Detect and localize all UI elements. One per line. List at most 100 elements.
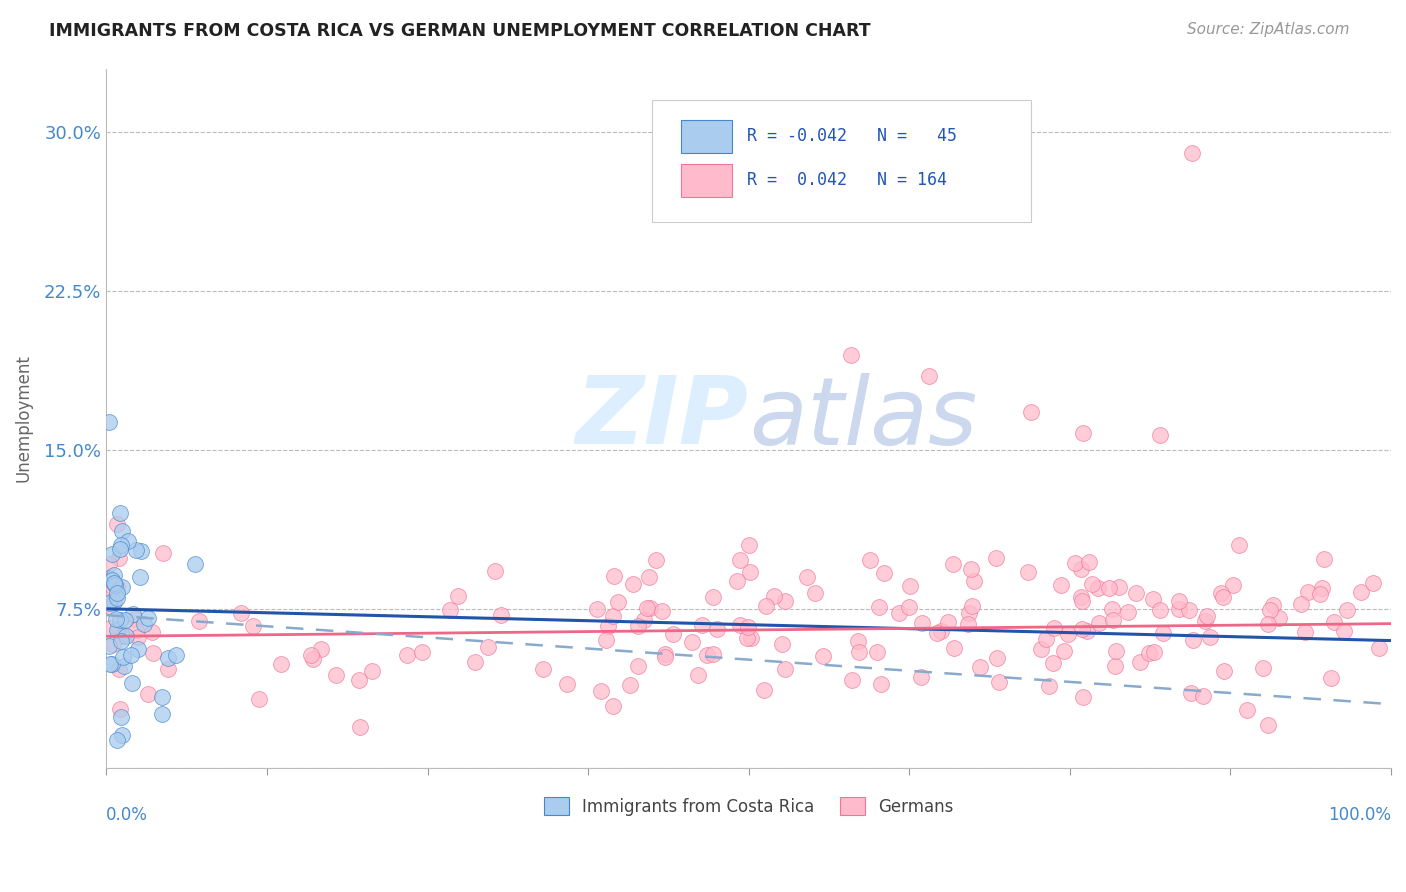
Point (959, 562, 981, 576)
Point (103, 568, 125, 582)
Text: ZIP: ZIP (576, 372, 748, 464)
Point (395, 648, 418, 662)
Text: 0.0%: 0.0% (107, 806, 148, 824)
Point (1182, 632, 1205, 647)
Point (925, 626, 948, 640)
Point (125, 543, 148, 558)
Point (752, 682, 775, 697)
Point (97, 595, 120, 609)
Point (586, 602, 609, 616)
Point (846, 633, 869, 648)
Point (103, 595, 125, 609)
Point (1222, 578, 1244, 592)
Point (1181, 146, 1204, 161)
Text: R =  0.042   N = 164: R = 0.042 N = 164 (748, 171, 948, 189)
Point (681, 635, 703, 649)
Point (841, 347, 863, 361)
Point (1076, 624, 1098, 639)
Point (105, 586, 128, 600)
Point (107, 623, 129, 637)
Point (1129, 655, 1152, 669)
Point (986, 651, 1008, 665)
Point (728, 553, 751, 567)
Point (131, 544, 153, 558)
Point (636, 601, 658, 615)
FancyBboxPatch shape (652, 100, 1031, 222)
Point (302, 652, 325, 666)
Point (1149, 428, 1171, 442)
Point (97, 415, 120, 429)
Point (688, 668, 710, 682)
Bar (681, 120, 733, 153)
Point (1296, 584, 1319, 599)
Point (1143, 645, 1166, 659)
Point (1263, 598, 1285, 612)
Point (105, 612, 128, 626)
Point (247, 691, 270, 706)
Point (1312, 552, 1334, 566)
Point (1268, 611, 1291, 625)
Point (1152, 625, 1174, 640)
Point (231, 606, 253, 620)
Point (270, 657, 292, 671)
Point (1294, 624, 1316, 639)
Point (633, 613, 655, 627)
Point (110, 541, 132, 556)
Point (848, 645, 870, 659)
Text: 100.0%: 100.0% (1329, 806, 1391, 824)
Point (489, 608, 512, 623)
Point (1258, 603, 1281, 617)
Point (555, 677, 578, 691)
Point (127, 641, 149, 656)
Point (121, 607, 143, 621)
Point (1195, 609, 1218, 624)
Point (1350, 585, 1372, 599)
Point (105, 591, 128, 605)
Point (1019, 405, 1042, 419)
Point (101, 580, 124, 594)
Point (98, 599, 121, 614)
Point (607, 595, 630, 609)
Point (640, 601, 662, 615)
Point (108, 702, 131, 716)
Point (603, 569, 626, 583)
Point (1063, 556, 1085, 570)
Point (1043, 621, 1066, 635)
Point (112, 659, 135, 673)
Point (107, 624, 129, 638)
Point (1137, 646, 1160, 660)
Point (910, 670, 932, 684)
Point (1257, 717, 1279, 731)
Point (125, 623, 148, 637)
Point (911, 616, 934, 631)
Point (889, 606, 911, 620)
Point (98, 657, 121, 672)
Point (1102, 613, 1125, 627)
Point (121, 676, 143, 690)
Text: R = -0.042   N =   45: R = -0.042 N = 45 (748, 128, 957, 145)
Point (464, 655, 486, 669)
Point (651, 605, 673, 619)
Point (654, 647, 676, 661)
Point (1212, 590, 1234, 604)
Point (1078, 555, 1101, 569)
Point (637, 570, 659, 584)
Point (1017, 565, 1039, 579)
Point (1180, 685, 1202, 699)
Point (1071, 623, 1094, 637)
Point (142, 646, 165, 660)
Point (110, 538, 132, 552)
Point (325, 668, 347, 682)
Point (740, 631, 762, 645)
Point (690, 617, 713, 632)
Point (763, 589, 786, 603)
Point (1336, 603, 1358, 617)
Point (956, 616, 979, 631)
Point (103, 576, 125, 591)
Point (111, 728, 134, 742)
Point (1320, 671, 1343, 685)
Point (866, 645, 889, 659)
Point (1087, 581, 1109, 595)
Point (1116, 605, 1139, 619)
Point (773, 594, 796, 608)
